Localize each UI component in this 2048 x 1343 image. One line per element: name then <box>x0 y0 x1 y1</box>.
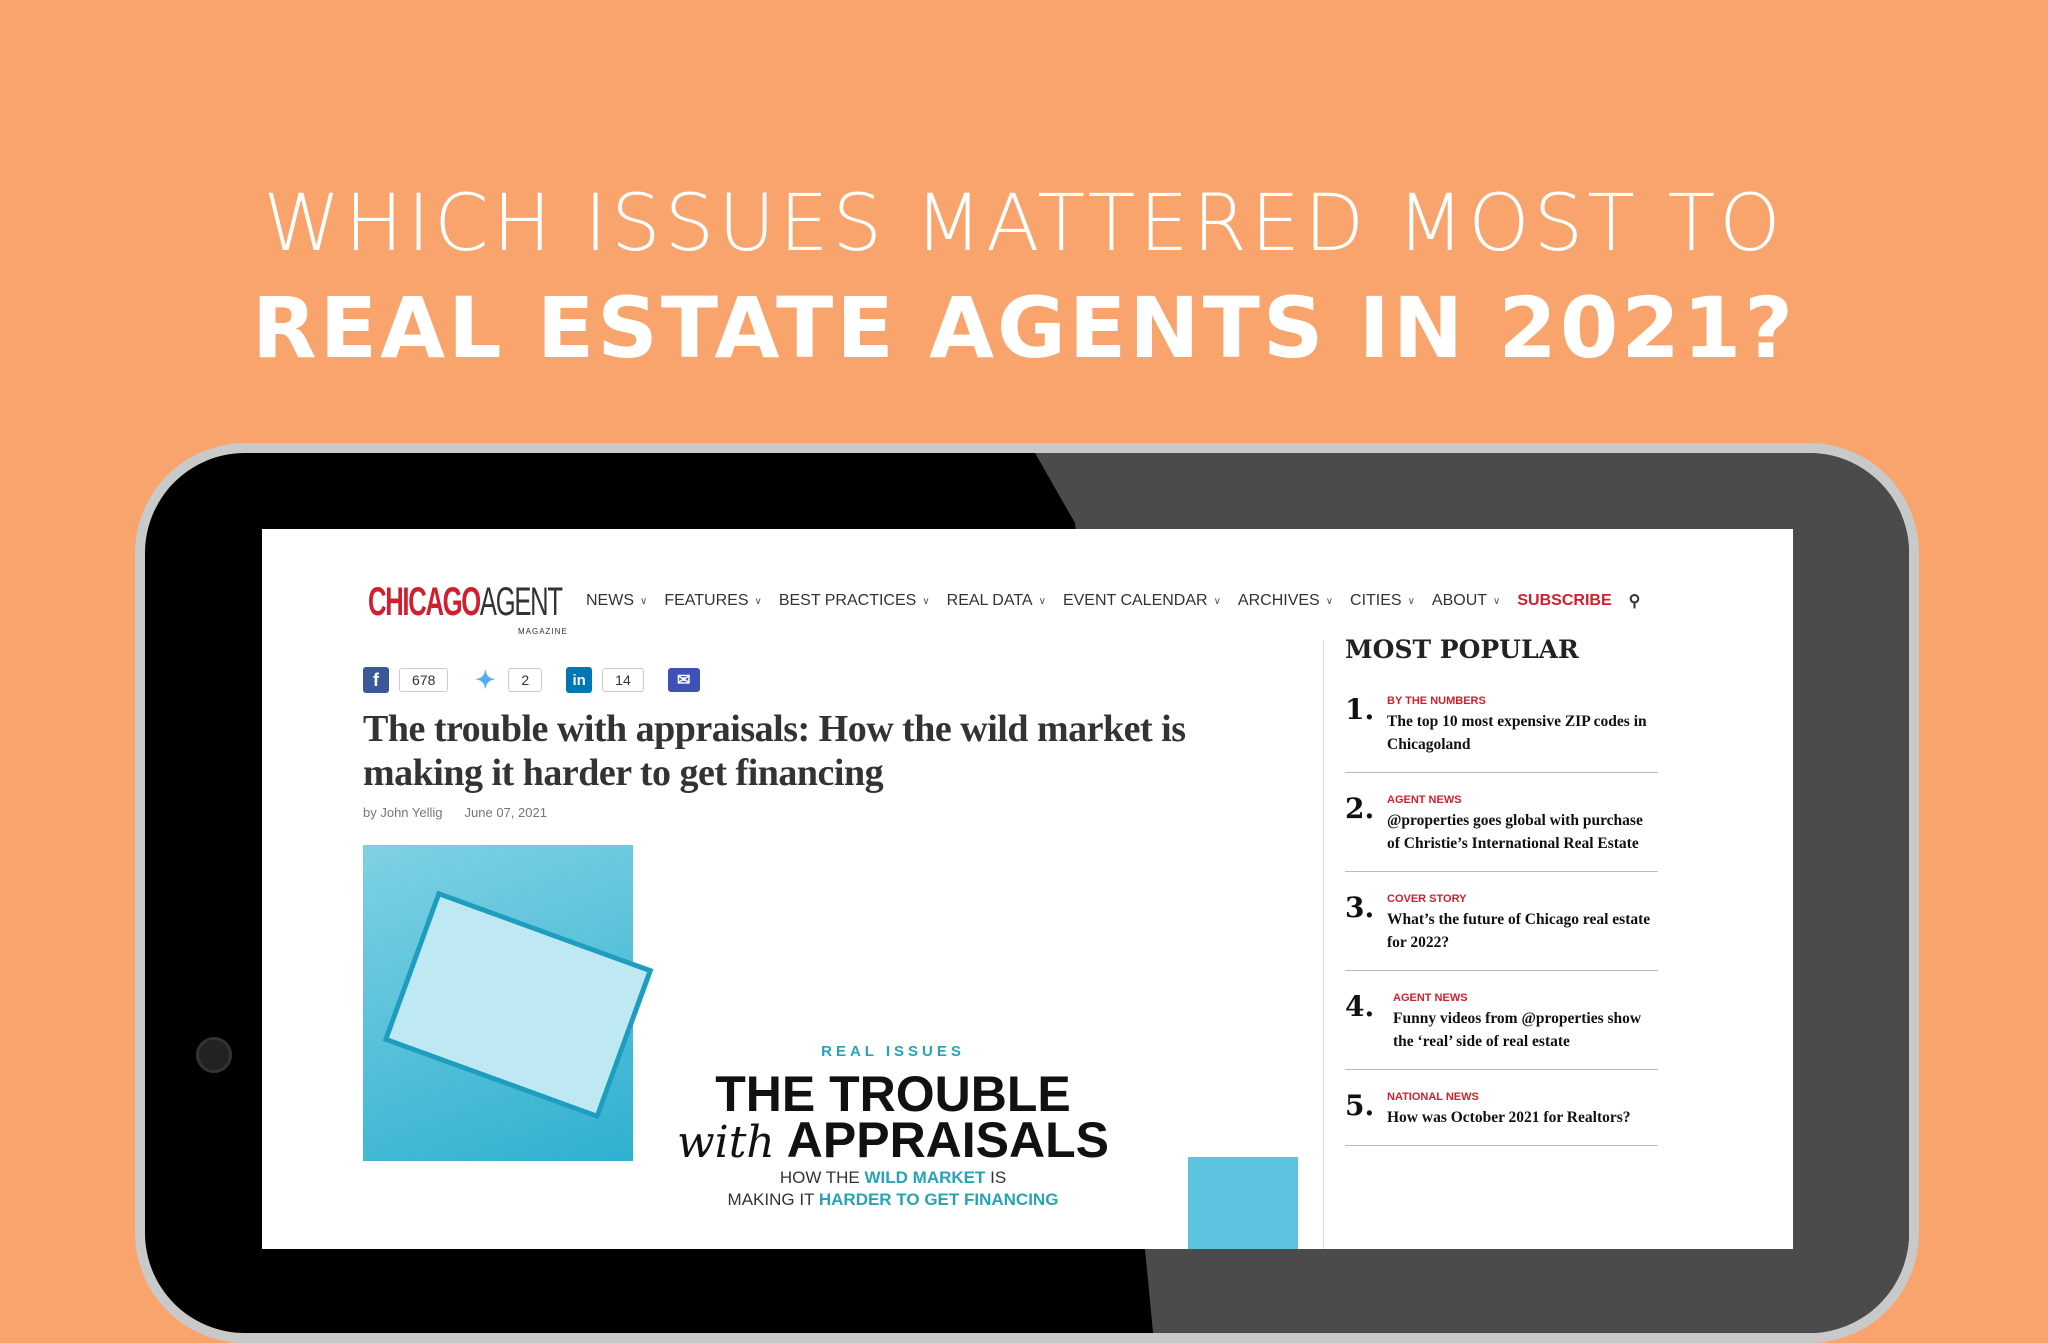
author[interactable]: by John Yellig <box>363 805 443 820</box>
article-title: The trouble with appraisals: How the wil… <box>363 708 1186 794</box>
item-title[interactable]: Funny videos from @properties show the ‘… <box>1393 1010 1642 1050</box>
popular-item[interactable]: 3. COVER STORY What’s the future of Chicag… <box>1345 892 1658 971</box>
logo-second: AGENT <box>479 580 563 624</box>
twitter-count: 2 <box>508 668 543 692</box>
chevron-down-icon: ∨ <box>1407 595 1415 607</box>
hero-kicker: REAL ISSUES <box>821 1043 965 1060</box>
clipboard-photo <box>363 845 654 1161</box>
most-popular-title: MOST POPULAR <box>1345 635 1579 664</box>
hero-subtitle: HOW THE WILD MARKET IS MAKING IT HARDER T… <box>603 1167 1183 1211</box>
hero-image: REAL ISSUES THE TROUBLE with APPRAISALS H… <box>363 845 1298 1249</box>
sub-highlight: HARDER TO GET FINANCING <box>818 1190 1059 1209</box>
share-bar: f 678 ✦ 2 in 14 ✉ <box>363 666 700 694</box>
nav-event-calendar[interactable]: EVENT CALENDAR ∨ <box>1063 592 1221 610</box>
publish-date: June 07, 2021 <box>464 805 547 820</box>
nav-real-data[interactable]: REAL DATA ∨ <box>947 592 1046 610</box>
hero-title-with: with <box>676 1117 775 1168</box>
item-number: 3. <box>1345 891 1375 924</box>
logo-sub: MAGAZINE <box>518 627 568 636</box>
most-popular-list: 1. BY THE NUMBERS The top 10 most expensiv… <box>1345 691 1658 1166</box>
hero-title-line2: APPRAISALS <box>786 1112 1110 1168</box>
nav-label: CITIES <box>1350 592 1402 609</box>
corner-photo <box>1188 1157 1298 1249</box>
item-title[interactable]: @properties goes global with purchase of… <box>1387 812 1643 852</box>
item-title[interactable]: How was October 2021 for Realtors? <box>1387 1109 1631 1126</box>
popular-item[interactable]: 1. BY THE NUMBERS The top 10 most expensiv… <box>1345 694 1658 773</box>
hero-title: THE TROUBLE with APPRAISALS <box>603 1066 1183 1168</box>
linkedin-count: 14 <box>602 668 644 692</box>
sidebar-divider <box>1323 640 1324 1249</box>
website-screen: CHICAGOAGENT MAGAZINE NEWS ∨ FEATURES ∨ BES… <box>262 529 1793 1249</box>
nav-best-practices[interactable]: BEST PRACTICES ∨ <box>779 592 930 610</box>
promo-headline-line1: WHICH ISSUES MATTERED MOST TO <box>263 179 1785 269</box>
item-number: 2. <box>1345 792 1375 825</box>
chevron-down-icon: ∨ <box>1493 595 1501 607</box>
chevron-down-icon: ∨ <box>1325 595 1334 607</box>
article-column: The trouble with appraisals: How the wil… <box>363 707 1303 1249</box>
sub-text: HOW THE <box>779 1168 865 1187</box>
promo-headline-line2: REAL ESTATE AGENTS IN 2021? <box>252 279 1796 377</box>
sub-highlight: WILD MARKET <box>864 1168 986 1187</box>
chevron-down-icon: ∨ <box>640 595 648 607</box>
search-icon[interactable]: ⚲ <box>1628 593 1641 610</box>
site-logo[interactable]: CHICAGOAGENT MAGAZINE <box>368 581 568 641</box>
popular-item[interactable]: 4. AGENT NEWS Funny videos from @propertie… <box>1345 991 1658 1070</box>
sub-text: MAKING IT <box>727 1190 819 1209</box>
chevron-down-icon: ∨ <box>754 595 762 607</box>
item-number: 1. <box>1345 693 1375 726</box>
facebook-count: 678 <box>399 668 449 692</box>
nav-features[interactable]: FEATURES ∨ <box>664 592 761 610</box>
twitter-icon[interactable]: ✦ <box>475 666 496 694</box>
chevron-down-icon: ∨ <box>922 595 930 607</box>
hero-title-line1: THE TROUBLE <box>715 1066 1071 1122</box>
item-number: 4. <box>1345 990 1375 1023</box>
camera-icon <box>196 1037 232 1073</box>
logo-main: CHICAGO <box>368 580 481 624</box>
byline: by John Yellig June 07, 2021 <box>363 805 1303 821</box>
item-title[interactable]: What’s the future of Chicago real estate… <box>1387 911 1651 951</box>
nav-subscribe[interactable]: SUBSCRIBE <box>1517 592 1612 609</box>
nav-label: BEST PRACTICES <box>778 592 917 609</box>
sub-text: IS <box>985 1168 1007 1187</box>
popular-item[interactable]: 5. NATIONAL NEWS How was October 2021 for … <box>1345 1090 1658 1146</box>
item-title[interactable]: The top 10 most expensive ZIP codes in C… <box>1387 713 1647 753</box>
nav-label: NEWS <box>586 592 634 609</box>
nav-label: ABOUT <box>1431 592 1488 609</box>
nav-cities[interactable]: CITIES ∨ <box>1350 592 1415 610</box>
linkedin-icon[interactable]: in <box>566 667 593 693</box>
email-icon[interactable]: ✉ <box>667 668 700 692</box>
nav-news[interactable]: NEWS ∨ <box>586 592 647 610</box>
chevron-down-icon: ∨ <box>1038 595 1046 607</box>
nav-label: REAL DATA <box>946 592 1033 609</box>
facebook-icon[interactable]: f <box>363 667 389 693</box>
item-category[interactable]: COVER STORY <box>1387 893 1467 905</box>
item-category[interactable]: BY THE NUMBERS <box>1387 695 1486 707</box>
nav-label: ARCHIVES <box>1237 592 1320 609</box>
nav-archives[interactable]: ARCHIVES ∨ <box>1238 592 1333 610</box>
nav-about[interactable]: ABOUT ∨ <box>1432 592 1500 610</box>
chevron-down-icon: ∨ <box>1213 595 1221 607</box>
main-nav: NEWS ∨ FEATURES ∨ BEST PRACTICES ∨ REAL DAT… <box>586 591 1640 611</box>
item-category[interactable]: NATIONAL NEWS <box>1387 1091 1479 1103</box>
item-number: 5. <box>1345 1089 1375 1122</box>
nav-label: FEATURES <box>664 592 749 609</box>
nav-label: EVENT CALENDAR <box>1062 592 1208 609</box>
popular-item[interactable]: 2. AGENT NEWS @properties goes global with… <box>1345 793 1658 872</box>
item-category[interactable]: AGENT NEWS <box>1393 992 1468 1004</box>
item-category[interactable]: AGENT NEWS <box>1387 794 1462 806</box>
